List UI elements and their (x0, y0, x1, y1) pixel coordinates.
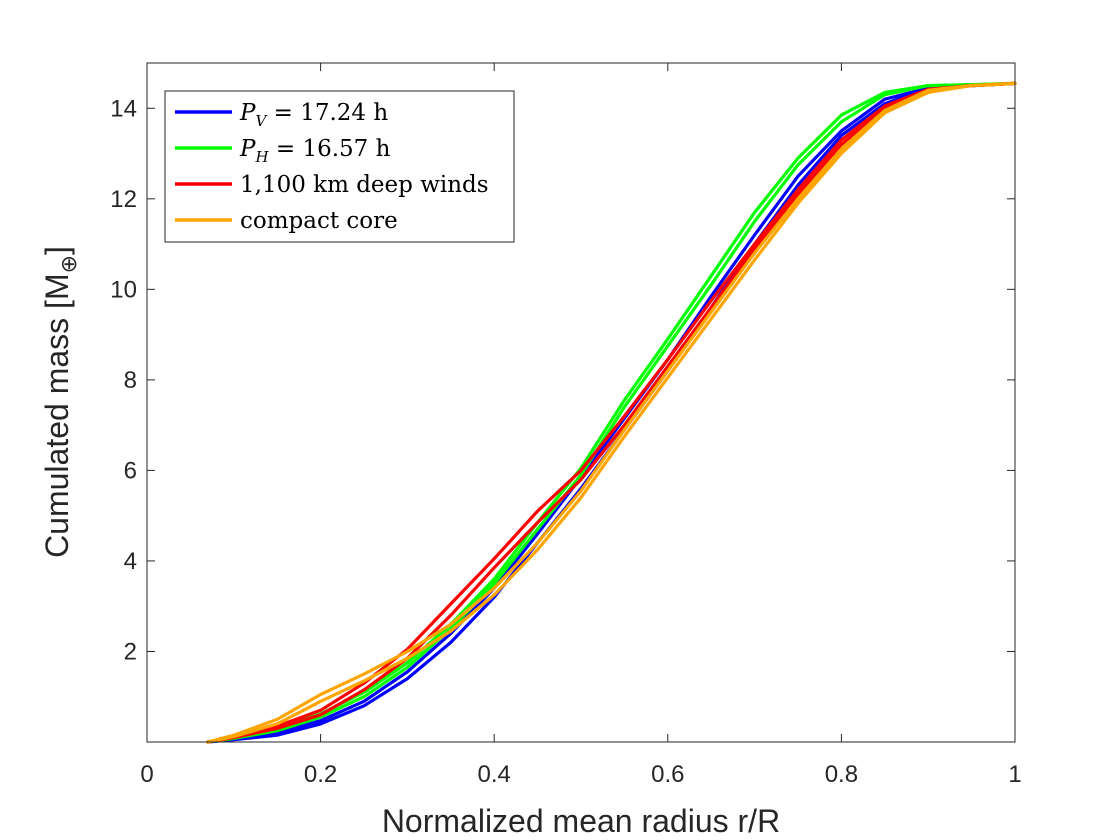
legend-label-1: PH = 16.57 h (239, 136, 391, 166)
legend-items: PV = 17.24 hPH = 16.57 h1,100 km deep wi… (175, 100, 489, 234)
y-axis-label-close: ] (39, 246, 75, 255)
x-tick-label: 0.2 (304, 761, 337, 788)
x-tick-label: 0.6 (651, 761, 684, 788)
axes-box (146, 62, 1016, 743)
series-2-curve-1 (206, 81, 1017, 744)
legend-symbol: P (239, 136, 256, 162)
y-tick-label: 4 (124, 548, 137, 575)
legend-symbol: P (239, 100, 256, 126)
series-2-curve-0 (206, 81, 1017, 744)
x-axis-label: Normalized mean radius r/R (382, 803, 780, 839)
y-tick-label: 2 (124, 638, 137, 665)
x-tick-label: 0.8 (825, 761, 858, 788)
legend-label-0: PV = 17.24 h (239, 100, 388, 130)
legend-value: = 17.24 h (266, 100, 388, 126)
series-3-curve-0 (206, 81, 1017, 744)
x-tick-label: 0 (140, 761, 153, 788)
y-axis-label-main: Cumulated mass [M (39, 273, 75, 558)
legend-value: = 16.57 h (269, 136, 391, 162)
legend-subscript: H (254, 148, 269, 166)
y-tick-label: 10 (110, 276, 137, 303)
series-3-curve-1 (206, 81, 1017, 744)
legend-label-2: 1,100 km deep winds (240, 172, 489, 198)
y-axis-label-sub: ⊕ (56, 255, 81, 273)
y-tick-label: 14 (110, 95, 137, 122)
legend-label-3: compact core (240, 208, 398, 234)
legend-subscript: V (255, 112, 268, 130)
series-0-curve-1 (206, 81, 1017, 744)
x-tick-label: 0.4 (478, 761, 511, 788)
legend-box (164, 90, 515, 243)
y-axis-label: Cumulated mass [M⊕] (39, 246, 81, 558)
legend: PV = 17.24 hPH = 16.57 h1,100 km deep wi… (164, 90, 515, 243)
y-tick-label: 12 (110, 186, 137, 213)
series-layer (206, 81, 1017, 744)
y-tick-label: 6 (124, 457, 137, 484)
x-tick-label: 1 (1008, 761, 1021, 788)
y-tick-label: 8 (124, 367, 137, 394)
